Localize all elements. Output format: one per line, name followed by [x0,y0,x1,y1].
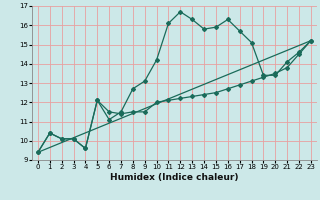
X-axis label: Humidex (Indice chaleur): Humidex (Indice chaleur) [110,173,239,182]
